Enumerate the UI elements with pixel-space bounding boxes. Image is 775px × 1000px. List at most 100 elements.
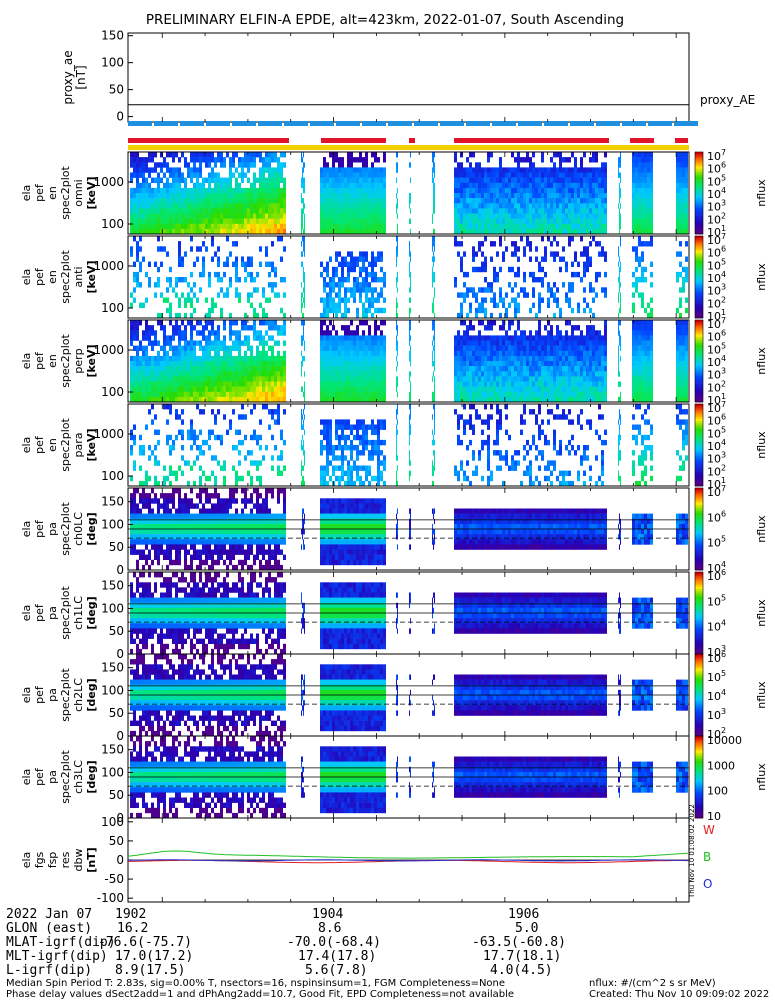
- panel-ytick-label: 100: [101, 217, 124, 231]
- colorbar-tick-label: 101: [707, 392, 726, 407]
- spectrogram-panel-5: [130, 488, 688, 571]
- spectrogram-panel-4: [130, 404, 688, 487]
- colorbar-tick-label: 1000: [707, 759, 735, 772]
- colorbar-tick-label: 107: [707, 232, 726, 247]
- spectrogram-panel-1: [130, 152, 688, 235]
- panel-ytick-label: 100: [101, 385, 124, 399]
- status-bar-blue: [570, 121, 594, 126]
- tick-label-1906: 1906: [508, 907, 540, 922]
- spectrogram-panel-8: [130, 736, 688, 819]
- colorbar-tick-label: 107: [707, 400, 726, 415]
- colorbar-tick-label: 104: [707, 270, 726, 285]
- status-bar-blue: [284, 121, 308, 126]
- colorbar-tick-label: 103: [707, 283, 726, 298]
- status-bar-blue: [180, 121, 204, 126]
- proxy-ae-frame: [127, 32, 690, 123]
- ephem-label-l: L-igrf(dip): [6, 963, 93, 978]
- panel-ytick-label: 100: [101, 517, 124, 531]
- colorbar-tick-label: 103: [707, 199, 726, 214]
- side-stamp: Thu Nov 10 01:08:02 2022: [688, 804, 696, 899]
- panel-ytick-label: 150: [101, 579, 124, 593]
- colorbar-frame-1: [694, 151, 704, 235]
- panel-ytick-label: 1000: [93, 427, 124, 441]
- panel-ytick-label: 0: [116, 563, 124, 577]
- ephem-l-3: 4.0(4.5): [490, 963, 553, 978]
- ephem-label-mlt: MLT-igrf(dip): [6, 949, 108, 964]
- colorbar-frame-4: [694, 403, 704, 487]
- colorbar-frame-3: [694, 319, 704, 403]
- footer-line-1: Median Spin Period T: 2.83s, sig=0.00% T…: [6, 978, 506, 989]
- panel-ylabel-2: elapefenspec2plotanti[keV]: [20, 250, 98, 304]
- panel-ytick-label: 150: [101, 495, 124, 509]
- colorbar-label-5: nflux: [755, 515, 768, 543]
- ephem-mlt-2: 17.4(17.8): [298, 949, 377, 964]
- panel-ytick-label: 50: [109, 788, 124, 802]
- panel-ylabel-5: elapefpaspec2plotch0LC[deg]: [20, 502, 98, 556]
- status-bar-blue: [154, 121, 178, 126]
- status-bar-yellow: [128, 145, 689, 150]
- tick-label-1902: 1902: [115, 907, 147, 922]
- colorbar-tick-label: 103: [707, 367, 726, 382]
- panel-ytick-label: 0: [116, 647, 124, 661]
- colorbar-label-1: nflux: [755, 179, 768, 207]
- ephem-l-1: 8.9(17.5): [115, 963, 186, 978]
- colorbar-tick-label: 104: [707, 186, 726, 201]
- panel-ytick-label: 100: [101, 469, 124, 483]
- colorbar-tick-label: 107: [707, 484, 726, 499]
- status-bar-blue: [544, 121, 568, 126]
- panel-ylabel-4: elapefenspec2plotpara[keV]: [20, 418, 98, 472]
- colorbar-tick-label: 104: [707, 688, 726, 703]
- status-bar-red: [630, 138, 654, 143]
- status-bar-red: [321, 138, 386, 143]
- colorbar-tick-label: 107: [707, 148, 726, 163]
- status-bar-blue: [648, 121, 672, 126]
- spectrogram-panel-2: [130, 236, 688, 319]
- footer-units: nflux: #/(cm^2 s sr MeV): [589, 978, 716, 989]
- colorbar-frame-2: [694, 235, 704, 319]
- panel-ytick-label: 100: [101, 765, 124, 779]
- colorbar-frame-5: [694, 487, 704, 571]
- status-bar-blue: [622, 121, 646, 126]
- status-bar-blue: [674, 121, 698, 126]
- panel-ytick-label: 50: [109, 624, 124, 638]
- colorbar-frame-8: [694, 735, 704, 819]
- proxy-ae-ylabel: proxy_ae[nT]: [61, 50, 88, 104]
- fgs-tick-label: -50: [104, 872, 124, 886]
- colorbar-tick-label: 101: [707, 224, 726, 239]
- status-bar-blue: [388, 121, 412, 126]
- ephem-mlat-1: -76.6(-75.7): [98, 935, 192, 950]
- status-bar-blue: [232, 121, 256, 126]
- colorbar-label-4: nflux: [755, 431, 768, 459]
- ephem-mlt-1: 17.0(17.2): [115, 949, 194, 964]
- panel-ytick-label: 100: [101, 301, 124, 315]
- status-bar-blue: [128, 121, 152, 126]
- colorbar-tick-label: 106: [707, 413, 726, 428]
- colorbar-label-2: nflux: [755, 263, 768, 291]
- fgs-ylabel: elafgsfspresdbw[nT]: [20, 847, 98, 872]
- fgs-trace-o: [127, 859, 689, 862]
- colorbar-tick-label: 104: [707, 560, 726, 575]
- colorbar-tick-label: 102: [707, 463, 726, 478]
- colorbar-tick-label: 106: [707, 568, 726, 583]
- fgs-legend-b: B: [703, 850, 711, 864]
- ephem-label-glon: GLON (east): [6, 921, 93, 936]
- status-bar-blue: [492, 121, 516, 126]
- colorbar-tick-label: 10: [707, 810, 721, 823]
- colorbar-tick-label: 105: [707, 669, 726, 684]
- status-bar-blue: [518, 121, 542, 126]
- colorbar-tick-label: 106: [707, 509, 726, 524]
- status-bar-blue: [414, 121, 438, 126]
- panel-ylabel-8: elapefpaspec2plotch3LC[deg]: [20, 750, 98, 804]
- colorbar-tick-label: 106: [707, 245, 726, 260]
- panel-ytick-label: 100: [101, 601, 124, 615]
- colorbar-tick-label: 104: [707, 619, 726, 634]
- panel-ytick-label: 0: [116, 729, 124, 743]
- proxy-ae-tick-label: 100: [101, 56, 124, 70]
- colorbar-tick-label: 105: [707, 341, 726, 356]
- spectrogram-panel-3: [130, 320, 688, 403]
- ephem-glon-1: 16.2: [117, 921, 149, 936]
- colorbar-tick-label: 10000: [707, 734, 742, 747]
- colorbar-tick-label: 103: [707, 707, 726, 722]
- status-bar-blue: [596, 121, 620, 126]
- figure-title: PRELIMINARY ELFIN-A EPDE, alt=423km, 202…: [146, 12, 624, 28]
